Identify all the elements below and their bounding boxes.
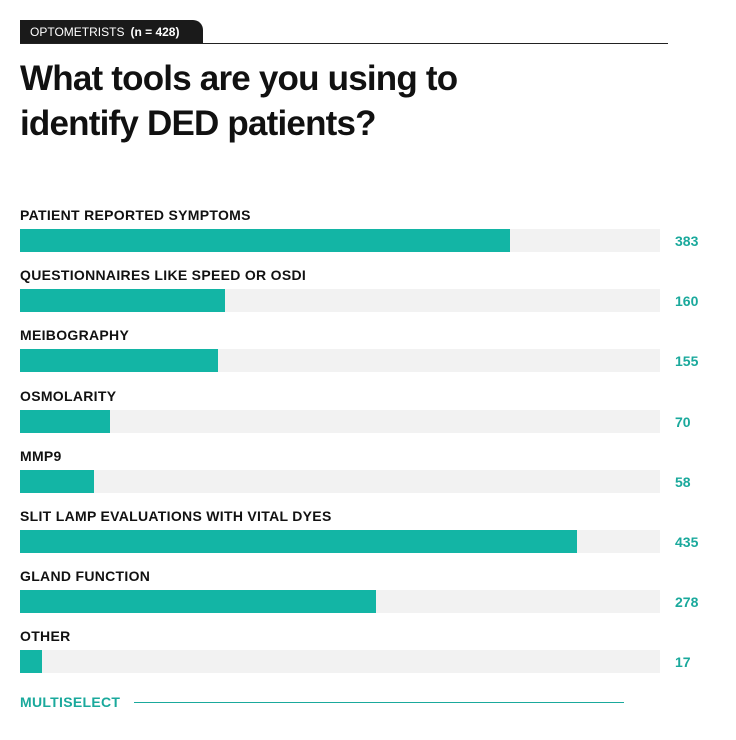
footer-label: MULTISELECT [20, 694, 121, 710]
bar-track [20, 469, 660, 493]
bar [20, 349, 219, 373]
bar [20, 530, 577, 553]
bar [20, 229, 511, 252]
header-rule [20, 43, 668, 44]
value-label: 17 [675, 654, 691, 671]
value-label: 160 [675, 293, 699, 310]
group-label: OPTOMETRISTS [30, 25, 125, 39]
value-label: 58 [675, 473, 691, 490]
chart-title: What tools are you using to identify DED… [20, 59, 458, 143]
value-label: 278 [675, 594, 699, 611]
sample-size: (n = 428) [130, 25, 180, 39]
value-label: 70 [675, 413, 691, 430]
bar-track [20, 409, 660, 433]
group-pill: OPTOMETRISTS (n = 428) [20, 20, 203, 44]
category-label: SLIT LAMP EVALUATIONS WITH VITAL DYES [20, 508, 332, 524]
category-label: PATIENT REPORTED SYMPTOMS [20, 207, 251, 223]
value-label: 155 [675, 353, 699, 370]
category-label: MEIBOGRAPHY [20, 327, 130, 344]
category-label: MMP9 [20, 447, 62, 464]
bar [20, 590, 376, 614]
bar [20, 650, 42, 674]
bar [20, 289, 225, 313]
footer-rule [134, 702, 624, 703]
bar [20, 409, 110, 433]
category-label: QUESTIONNAIRES LIKE SPEED OR OSDI [20, 267, 307, 284]
bar-track [20, 650, 660, 674]
category-label: OSMOLARITY [20, 387, 117, 404]
value-label: 383 [675, 233, 699, 249]
bar [20, 469, 95, 493]
category-label: OTHER [20, 628, 71, 645]
value-label: 435 [675, 534, 699, 550]
category-label: GLAND FUNCTION [20, 568, 151, 585]
